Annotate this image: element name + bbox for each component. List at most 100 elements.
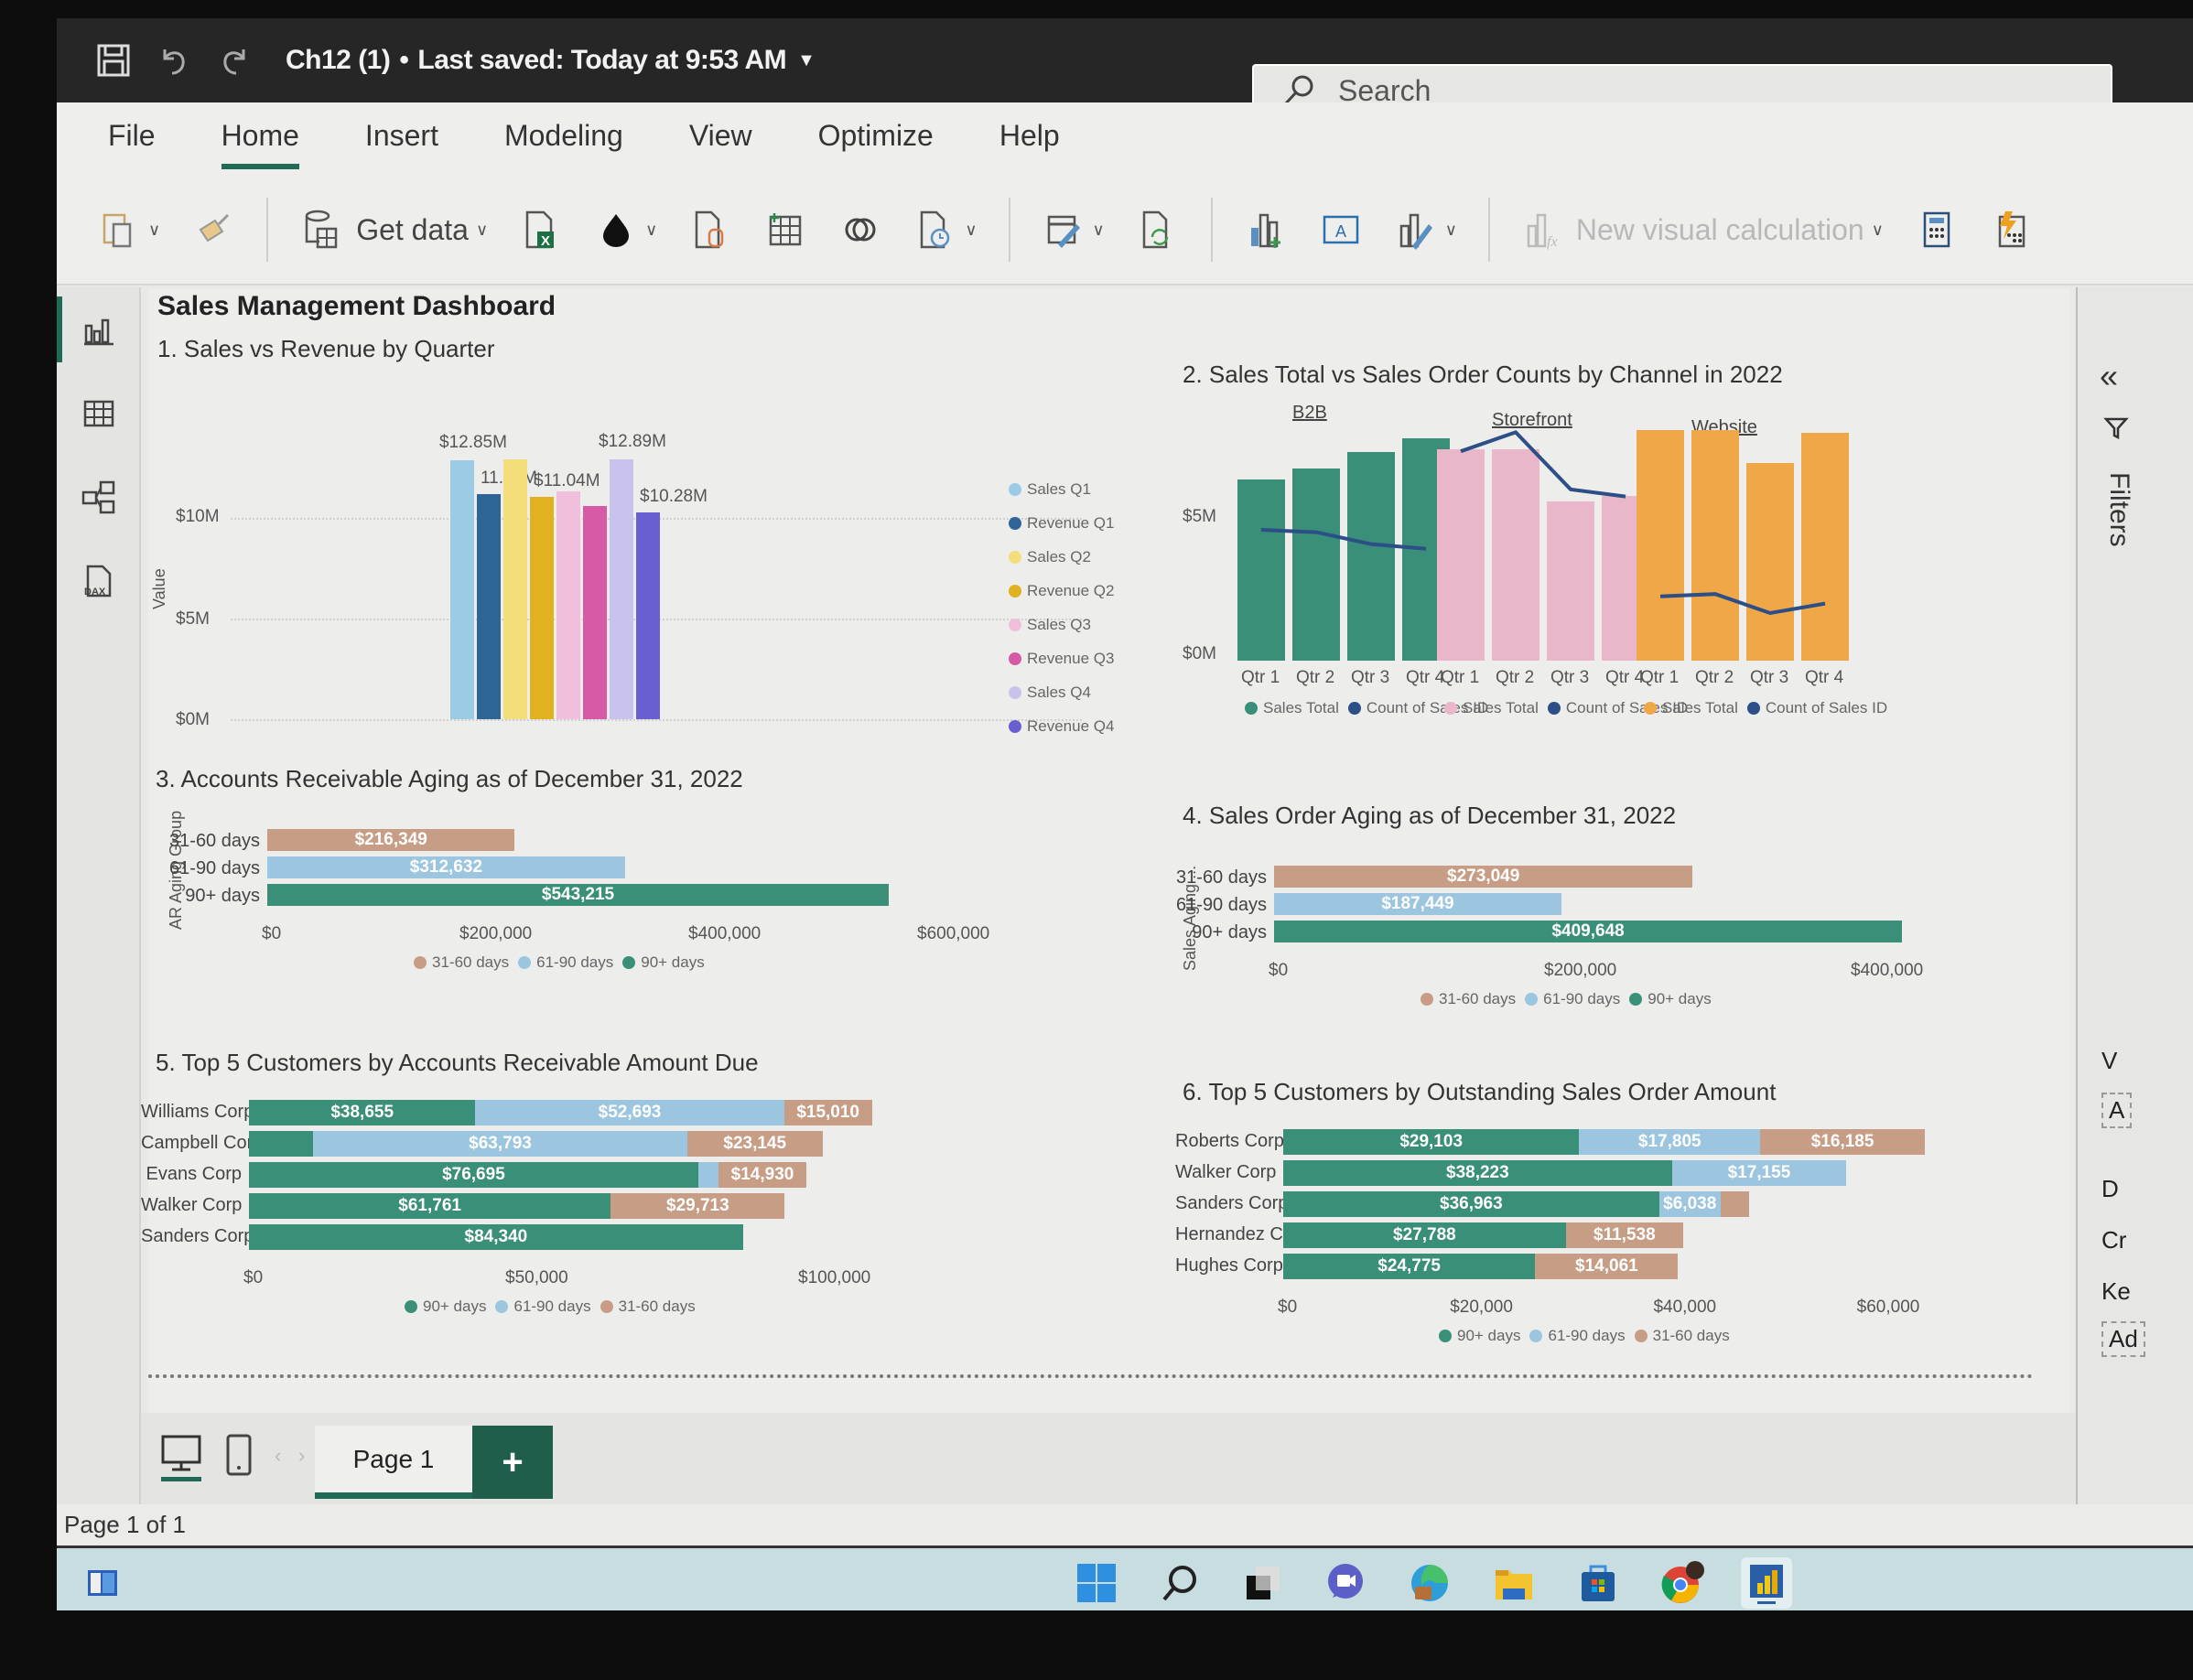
stacked-bar[interactable]: $84,340 xyxy=(249,1224,743,1250)
paste-button[interactable]: ∨ xyxy=(97,208,160,252)
new-measure-button[interactable] xyxy=(1915,208,1959,252)
bar[interactable] xyxy=(1347,452,1395,661)
bar-segment[interactable]: $38,655 xyxy=(249,1100,476,1125)
visual-top-customers-so[interactable]: 6. Top 5 Customers by Outstanding Sales … xyxy=(1175,1078,2080,1380)
collapse-pane-icon[interactable]: « xyxy=(2100,357,2119,394)
bar[interactable] xyxy=(450,460,474,719)
bar-segment[interactable]: $52,693 xyxy=(475,1100,784,1125)
redo-icon[interactable] xyxy=(212,38,256,82)
bar-segment[interactable]: $14,061 xyxy=(1535,1254,1679,1279)
bar[interactable] xyxy=(583,505,607,719)
bar-segment[interactable]: $15,010 xyxy=(783,1100,872,1125)
legend-item[interactable]: 31-60 days xyxy=(600,1298,696,1316)
bar[interactable] xyxy=(530,497,554,719)
page-tab-1[interactable]: Page 1 xyxy=(315,1426,472,1499)
task-view-icon[interactable] xyxy=(77,1557,128,1609)
bar-segment[interactable]: $76,695 xyxy=(249,1162,698,1188)
bar[interactable]: $409,648 xyxy=(1274,921,1903,942)
bar[interactable] xyxy=(556,491,580,719)
bar-segment[interactable]: $29,713 xyxy=(610,1193,785,1219)
bar[interactable] xyxy=(1237,479,1285,661)
recent-sources-button[interactable]: ∨ xyxy=(913,208,978,252)
legend-item[interactable]: Sales Q3 xyxy=(1009,608,1114,641)
windows-start-icon[interactable] xyxy=(1071,1557,1122,1609)
tab-help[interactable]: Help xyxy=(999,118,1060,152)
filters-label[interactable]: Filters xyxy=(2104,472,2134,547)
legend-item[interactable]: Count of Sales ID xyxy=(1746,699,1887,717)
legend-item[interactable]: Revenue Q1 xyxy=(1009,506,1114,540)
bar[interactable] xyxy=(503,459,527,719)
folder-icon[interactable] xyxy=(1488,1557,1539,1609)
bar[interactable]: $543,215 xyxy=(267,884,890,906)
tab-view[interactable]: View xyxy=(688,118,752,152)
dax-query-view-button[interactable]: DAX xyxy=(57,540,141,624)
legend-item[interactable]: 61-90 days xyxy=(1529,1327,1626,1345)
legend-item[interactable]: 31-60 days xyxy=(414,953,509,972)
bar-segment[interactable]: $27,788 xyxy=(1283,1222,1566,1248)
visual-top-customers-ar[interactable]: 5. Top 5 Customers by Accounts Receivabl… xyxy=(141,1049,1118,1351)
legend-item[interactable]: Sales Total xyxy=(1644,699,1738,717)
power-bi-icon[interactable] xyxy=(1741,1557,1792,1609)
transform-data-button[interactable]: ∨ xyxy=(1042,208,1105,252)
get-data-button[interactable]: Get data ∨ xyxy=(299,208,488,252)
bar[interactable]: $216,349 xyxy=(267,829,515,851)
next-page-icon[interactable]: › xyxy=(298,1444,306,1467)
bar-segment[interactable] xyxy=(697,1162,719,1188)
bar-segment[interactable]: $84,340 xyxy=(249,1224,743,1250)
bar-segment[interactable]: $63,793 xyxy=(313,1131,687,1157)
bar[interactable] xyxy=(1547,501,1594,661)
legend-item[interactable]: 90+ days xyxy=(622,953,705,972)
tab-modeling[interactable]: Modeling xyxy=(503,118,623,152)
legend-item[interactable]: 31-60 days xyxy=(1634,1327,1730,1345)
filter-drop-zone[interactable]: A xyxy=(2101,1093,2133,1128)
chrome-icon[interactable] xyxy=(1657,1557,1708,1609)
format-painter-button[interactable] xyxy=(191,208,235,252)
legend-item[interactable]: Sales Q1 xyxy=(1009,472,1114,506)
stacked-bar[interactable]: $38,655 $52,693 $15,010 xyxy=(249,1100,872,1125)
bar[interactable]: $187,449 xyxy=(1274,893,1561,915)
bar-segment[interactable]: $17,155 xyxy=(1671,1160,1847,1186)
legend-item[interactable]: Sales Total xyxy=(1245,699,1339,717)
prev-page-icon[interactable]: ‹ xyxy=(275,1444,282,1467)
undo-icon[interactable] xyxy=(152,38,196,82)
legend-item[interactable]: 90+ days xyxy=(405,1298,486,1316)
report-view-button[interactable] xyxy=(57,287,141,372)
enter-data-button[interactable] xyxy=(763,208,807,252)
tab-home[interactable]: Home xyxy=(221,119,300,169)
legend-item[interactable]: 61-90 days xyxy=(1525,990,1620,1008)
save-icon[interactable] xyxy=(92,38,135,82)
more-visuals-button[interactable]: ∨ xyxy=(1394,208,1457,252)
bar-segment[interactable]: $61,761 xyxy=(249,1193,611,1219)
stacked-bar[interactable]: $36,963 $6,038 xyxy=(1283,1191,1749,1217)
bar[interactable]: $273,049 xyxy=(1274,866,1693,888)
bar-segment[interactable]: $17,805 xyxy=(1579,1129,1761,1155)
legend-item[interactable]: 61-90 days xyxy=(495,1298,591,1316)
legend-item[interactable]: 31-60 days xyxy=(1421,990,1516,1008)
new-visual-calculation-button[interactable]: fx New visual calculation ∨ xyxy=(1521,208,1884,252)
legend-item[interactable]: Revenue Q3 xyxy=(1009,641,1114,675)
text-box-button[interactable]: A xyxy=(1319,208,1363,252)
bar-segment[interactable]: $6,038 xyxy=(1658,1191,1721,1217)
file-explorer-dark-icon[interactable] xyxy=(1237,1557,1289,1609)
bar-segment[interactable]: $16,185 xyxy=(1760,1129,1926,1155)
legend-item[interactable]: 90+ days xyxy=(1439,1327,1520,1345)
bar-segment[interactable]: $11,538 xyxy=(1565,1222,1683,1248)
bar[interactable] xyxy=(1746,463,1794,661)
visual-sales-vs-revenue[interactable]: 1. Sales vs Revenue by Quarter Value $0M… xyxy=(148,335,1118,735)
legend-item[interactable]: Sales Q2 xyxy=(1009,540,1114,574)
stacked-bar[interactable]: $38,223 $17,155 xyxy=(1283,1160,1847,1186)
legend-item[interactable]: Sales Q4 xyxy=(1009,675,1114,709)
bar[interactable] xyxy=(1637,430,1684,661)
bar-segment[interactable]: $38,223 xyxy=(1283,1160,1672,1186)
edge-icon[interactable] xyxy=(1404,1557,1455,1609)
stacked-bar[interactable]: $63,793 $23,145 xyxy=(249,1131,823,1157)
refresh-button[interactable] xyxy=(1136,208,1180,252)
stacked-bar[interactable]: $27,788 $11,538 xyxy=(1283,1222,1683,1248)
sql-server-button[interactable] xyxy=(688,208,732,252)
caret-down-icon[interactable]: ▼ xyxy=(797,49,816,70)
legend-item[interactable]: Revenue Q4 xyxy=(1009,709,1114,743)
bar-segment[interactable]: $29,103 xyxy=(1283,1129,1580,1155)
new-visual-button[interactable] xyxy=(1244,208,1288,252)
legend-item[interactable]: Sales Total xyxy=(1444,699,1539,717)
legend-item[interactable]: 61-90 days xyxy=(518,953,613,972)
